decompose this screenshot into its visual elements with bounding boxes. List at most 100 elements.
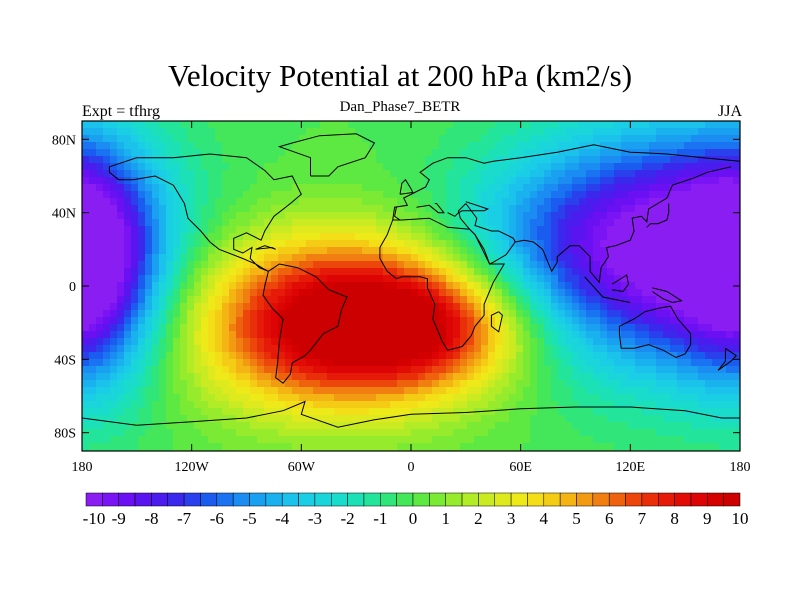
- colorbar-swatch: [445, 492, 463, 507]
- y-tick-label: 40S: [54, 353, 76, 368]
- colorbar-swatch: [85, 492, 103, 507]
- colorbar-label: -3: [308, 509, 322, 528]
- colorbar-label: 9: [703, 509, 712, 528]
- colorbar-label: 0: [409, 509, 418, 528]
- colorbar: -10 -9 -8 -7 -6 -5 -4 -3 -2 -1 0 1 2 3 4 5 6 7 8 9 10: [83, 492, 749, 528]
- coastline-segment: [82, 400, 740, 428]
- colorbar-swatch: [559, 492, 577, 507]
- y-tick-label: 40N: [52, 207, 76, 222]
- colorbar-label: -2: [341, 509, 355, 528]
- colorbar-swatch: [690, 492, 708, 507]
- colorbar-label: 7: [638, 509, 647, 528]
- colorbar-label: -4: [275, 509, 290, 528]
- x-tick-label: 120E: [616, 460, 646, 475]
- colorbar-swatch: [265, 492, 283, 507]
- y-tick-label: 0: [69, 280, 76, 295]
- coastline-segment: [618, 305, 692, 359]
- coastline-segment: [584, 276, 631, 303]
- colorbar-swatch: [429, 492, 446, 507]
- experiment-label: Expt = tfhrg: [82, 103, 161, 120]
- x-tick-label: 0: [408, 460, 415, 475]
- coastline-segment: [652, 287, 683, 304]
- coastline-segment: [262, 263, 348, 384]
- coastline-segment: [255, 245, 276, 250]
- colorbar-swatch: [183, 492, 201, 507]
- coastline-segment: [399, 178, 414, 195]
- colorbar-swatch: [494, 492, 512, 507]
- colorbar-label: 8: [670, 509, 679, 528]
- colorbar-swatch: [592, 492, 610, 507]
- colorbar-swatch: [625, 492, 643, 507]
- x-tick-label: 60E: [509, 460, 532, 475]
- colorbar-label: 6: [605, 509, 614, 528]
- colorbar-label: -8: [144, 509, 158, 528]
- colorbar-swatch: [298, 492, 316, 507]
- coastline-segment: [717, 347, 738, 371]
- coastline-segment: [108, 153, 302, 272]
- coastline-segment: [277, 133, 376, 177]
- colorbar-swatch: [396, 492, 414, 507]
- colorbar-swatch: [118, 492, 136, 507]
- colorbar-label: 3: [507, 509, 516, 528]
- colorbar-swatch: [363, 492, 381, 507]
- coastline-segment: [457, 203, 516, 265]
- colorbar-swatch: [216, 492, 234, 507]
- season-label: JJA: [717, 103, 742, 120]
- colorbar-swatch: [380, 492, 397, 507]
- colorbar-swatch: [134, 492, 152, 507]
- coastline-segment: [447, 201, 490, 217]
- colorbar-swatch: [723, 492, 741, 507]
- coastline-segment: [416, 203, 445, 214]
- coastline-segment: [392, 144, 740, 221]
- colorbar-label: 4: [540, 509, 549, 528]
- x-axis-ticks: 180 120W 60W 0 60E 120E 180: [72, 121, 751, 475]
- colorbar-swatch: [102, 492, 119, 507]
- colorbar-swatch: [151, 492, 168, 507]
- colorbar-label: 2: [474, 509, 483, 528]
- colorbar-swatch: [707, 492, 724, 507]
- colorbar-swatch: [576, 492, 594, 507]
- coastline-segment: [611, 274, 630, 293]
- colorbar-swatch: [281, 492, 299, 507]
- y-axis-ticks: 80N 40N 0 40S 80S: [52, 133, 740, 442]
- coastlines: [82, 133, 740, 428]
- coastline-segment: [646, 203, 670, 228]
- colorbar-swatch: [412, 492, 430, 507]
- colorbar-swatch: [478, 492, 495, 507]
- colorbar-label: -10: [83, 509, 106, 528]
- x-tick-label: 60W: [288, 460, 316, 475]
- colorbar-swatch: [232, 492, 250, 507]
- colorbar-label: 10: [732, 509, 749, 528]
- colorbar-swatch: [167, 492, 185, 507]
- colorbar-swatch: [331, 492, 348, 507]
- colorbar-swatch: [608, 492, 626, 507]
- colorbar-label: -6: [210, 509, 224, 528]
- y-tick-label: 80S: [54, 427, 76, 442]
- chart-subtitle: Dan_Phase7_BETR: [339, 99, 461, 115]
- colorbar-swatch: [249, 492, 267, 507]
- colorbar-swatch: [658, 492, 675, 507]
- colorbar-swatch: [543, 492, 561, 507]
- colorbar-swatch: [314, 492, 332, 507]
- coastline-segment: [515, 166, 732, 284]
- colorbar-swatch: [674, 492, 692, 507]
- coastline-segment: [490, 311, 503, 333]
- colorbar-swatch: [461, 492, 479, 507]
- x-tick-label: 180: [72, 460, 93, 475]
- colorbar-label: -7: [177, 509, 192, 528]
- colorbar-label: -9: [112, 509, 126, 528]
- colorbar-swatch: [527, 492, 545, 507]
- chart-title: Velocity Potential at 200 hPa (km2/s): [167, 58, 633, 93]
- colorbar-label: 1: [441, 509, 450, 528]
- colorbar-label: -1: [373, 509, 387, 528]
- colorbar-label: 5: [572, 509, 581, 528]
- x-tick-label: 120W: [175, 460, 210, 475]
- velocity-potential-field: [82, 121, 740, 451]
- y-tick-label: 80N: [52, 133, 76, 148]
- colorbar-swatch: [510, 492, 528, 507]
- colorbar-swatch: [641, 492, 659, 507]
- colorbar-swatch: [347, 492, 365, 507]
- x-tick-label: 180: [730, 460, 751, 475]
- coastline-segment: [394, 207, 401, 221]
